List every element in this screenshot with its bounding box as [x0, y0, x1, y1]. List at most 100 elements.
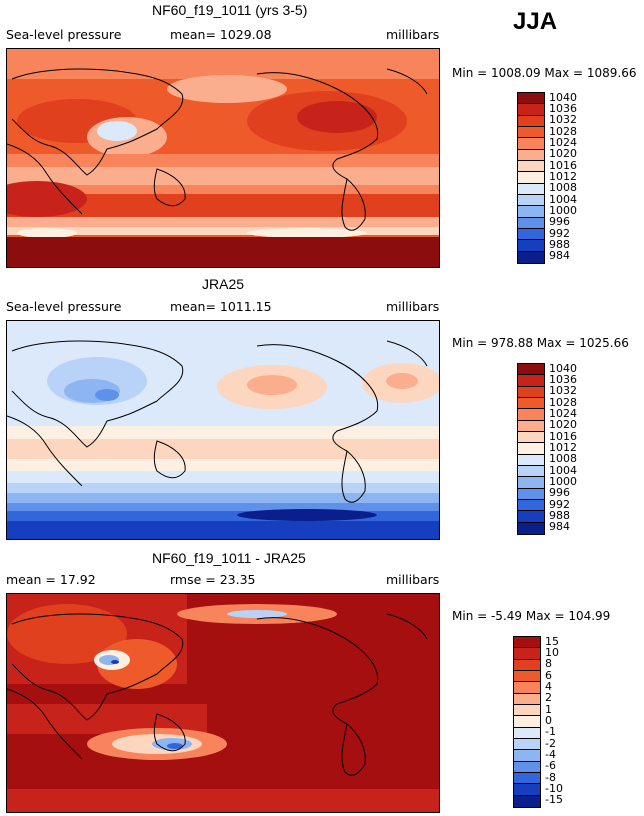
colorbar-tick-label: 6: [545, 668, 552, 682]
colorbar-segment: [518, 149, 544, 161]
colorbar-tick-label: 1020: [549, 418, 577, 432]
colorbar-segment: [518, 240, 544, 252]
colorbar-tick-label: 1000: [549, 204, 577, 217]
colorbar-segment: [518, 465, 544, 478]
colorbar-tick-label: 8: [545, 657, 552, 671]
colorbar-tick-label: 1032: [549, 384, 577, 398]
colorbar-tick-label: -8: [545, 770, 556, 784]
colorbar-tick-label: -1: [545, 725, 556, 739]
colorbar-segment: [514, 761, 540, 773]
colorbar-tick-label: 1000: [549, 475, 577, 488]
colorbar-tick-label: 1024: [549, 407, 577, 420]
colorbar-tick-label: -10: [545, 782, 563, 795]
colorbar-segment: [518, 217, 544, 229]
colorbar-tick-label: 984: [549, 249, 570, 263]
colorbar-segment: [514, 670, 540, 683]
colorbar-tick-label: 4: [545, 680, 552, 693]
panel3-map: [6, 593, 440, 813]
colorbar-tick-label: 996: [549, 486, 570, 500]
colorbar-segment: [518, 160, 544, 173]
colorbar-segment: [514, 682, 540, 694]
colorbar-segment: [518, 499, 544, 512]
colorbar-tick-label: -6: [545, 759, 556, 773]
panel1-units-label: millibars: [386, 27, 440, 42]
colorbar-segment: [518, 431, 544, 444]
colorbar-segment: [518, 420, 544, 432]
colorbar-tick-label: 992: [549, 497, 570, 511]
colorbar-tick-label: 1004: [549, 463, 577, 477]
colorbar-tick-label: -4: [545, 748, 556, 761]
colorbar-segment: [514, 750, 540, 762]
colorbar-tick-label: 1016: [549, 158, 577, 172]
colorbar-segment: [518, 251, 544, 263]
panel3-minmax-label: Min = -5.49 Max = 104.99: [452, 609, 611, 623]
panel2-colorbar: [517, 363, 545, 535]
panel1-minmax-label: Min = 1008.09 Max = 1089.66: [452, 66, 637, 80]
colorbar-tick-label: 1012: [549, 170, 577, 183]
colorbar-segment: [518, 138, 544, 150]
colorbar-segment: [514, 784, 540, 796]
colorbar-segment: [518, 443, 544, 455]
colorbar-tick-label: 1012: [549, 441, 577, 454]
colorbar-segment: [518, 511, 544, 523]
colorbar-segment: [518, 194, 544, 207]
colorbar-tick-label: 1040: [549, 90, 577, 104]
colorbar-tick-label: 1008: [549, 181, 577, 195]
colorbar-tick-label: 996: [549, 215, 570, 229]
panel1-title: NF60_f19_1011 (yrs 3-5): [152, 2, 308, 18]
panel2-map: [6, 320, 440, 540]
colorbar-tick-label: 988: [549, 509, 570, 522]
colorbar-segment: [514, 772, 540, 785]
panel2-mean-label: mean= 1011.15: [170, 299, 272, 314]
colorbar-tick-label: 1008: [549, 452, 577, 466]
colorbar-tick-label: 1032: [549, 113, 577, 127]
panel2-minmax-label: Min = 978.88 Max = 1025.66: [452, 336, 629, 350]
panel1-mean-label: mean= 1029.08: [170, 27, 272, 42]
colorbar-segment: [518, 206, 544, 218]
colorbar-segment: [514, 648, 540, 660]
colorbar-segment: [514, 659, 540, 671]
colorbar-segment: [518, 228, 544, 241]
colorbar-tick-label: 1036: [549, 373, 577, 386]
colorbar-segment: [514, 795, 540, 807]
colorbar-tick-label: 1028: [549, 395, 577, 409]
colorbar-tick-label: 15: [545, 634, 559, 648]
colorbar-tick-label: -2: [545, 736, 556, 750]
colorbar-tick-label: 1036: [549, 102, 577, 115]
panel2-title: JRA25: [202, 276, 245, 292]
colorbar-tick-label: 988: [549, 238, 570, 251]
colorbar-tick-label: 1024: [549, 136, 577, 149]
panel2-units-label: millibars: [386, 299, 440, 314]
colorbar-segment: [514, 704, 540, 717]
panel1-variable-label: Sea-level pressure: [6, 27, 122, 42]
colorbar-segment: [518, 409, 544, 421]
colorbar-segment: [518, 522, 544, 534]
colorbar-tick-label: 1028: [549, 124, 577, 138]
colorbar-segment: [514, 716, 540, 728]
colorbar-segment: [518, 172, 544, 184]
colorbar-segment: [518, 477, 544, 489]
panel1-map: [6, 48, 440, 268]
colorbar-segment: [518, 104, 544, 116]
season-label: JJA: [513, 8, 558, 35]
colorbar-tick-label: 2: [545, 691, 552, 705]
colorbar-segment: [518, 397, 544, 410]
panel3-colorbar: [513, 636, 541, 808]
panel3-rmse-label: rmse = 23.35: [170, 572, 256, 587]
colorbar-tick-label: 1: [545, 702, 552, 716]
colorbar-segment: [518, 183, 544, 195]
colorbar-tick-label: -15: [545, 793, 563, 807]
colorbar-segment: [518, 126, 544, 139]
panel3-mean-label: mean = 17.92: [6, 572, 96, 587]
panel2-variable-label: Sea-level pressure: [6, 299, 122, 314]
panel1-colorbar: [517, 92, 545, 264]
colorbar-tick-label: 992: [549, 226, 570, 240]
colorbar-tick-label: 1004: [549, 192, 577, 206]
colorbar-tick-label: 1020: [549, 147, 577, 161]
colorbar-segment: [518, 454, 544, 466]
colorbar-segment: [518, 93, 544, 105]
colorbar-segment: [514, 727, 540, 739]
colorbar-tick-label: 1016: [549, 429, 577, 443]
colorbar-tick-label: 1040: [549, 361, 577, 375]
colorbar-segment: [514, 637, 540, 649]
